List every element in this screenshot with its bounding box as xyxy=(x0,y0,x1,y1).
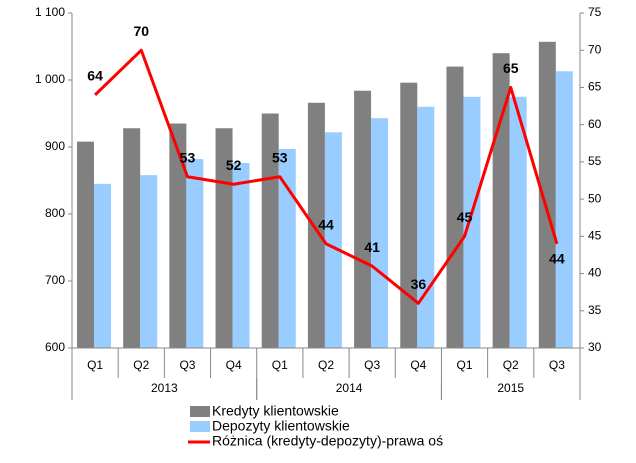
x-tick-label: Q4 xyxy=(226,358,242,372)
y-tick-label: 800 xyxy=(45,206,65,220)
y-tick-label: 600 xyxy=(45,340,65,354)
data-label: 36 xyxy=(411,276,427,292)
line xyxy=(94,48,559,305)
y2-tick-label: 70 xyxy=(588,42,602,56)
data-label: 70 xyxy=(133,23,149,39)
data-label: 53 xyxy=(180,149,196,165)
group-label: 2013 xyxy=(151,381,178,395)
y2-tick-label: 45 xyxy=(588,229,602,243)
y2-tick-label: 75 xyxy=(588,5,602,19)
bar xyxy=(324,132,342,348)
group-label: 2014 xyxy=(336,381,363,395)
legend-label: Depozyty klientowskie xyxy=(212,418,350,434)
y2-tick-label: 60 xyxy=(588,117,602,131)
x-tick-label: Q1 xyxy=(87,358,103,372)
bar xyxy=(232,163,250,348)
bar xyxy=(492,53,510,348)
y2-tick-label: 50 xyxy=(588,191,602,205)
y-tick-label: 1 100 xyxy=(35,5,65,19)
x-tick-label: Q4 xyxy=(410,358,426,372)
x-tick-label: Q3 xyxy=(549,358,565,372)
x-tick-label: Q3 xyxy=(364,358,380,372)
bar xyxy=(123,128,141,348)
legend-swatch xyxy=(190,406,210,417)
x-tick-label: Q1 xyxy=(272,358,288,372)
bar xyxy=(186,159,204,348)
bar xyxy=(94,183,111,348)
data-label: 52 xyxy=(226,157,242,173)
x-tick-label: Q1 xyxy=(457,358,473,372)
x-tick-label: Q2 xyxy=(133,358,149,372)
bar xyxy=(371,118,389,348)
y2-tick-label: 65 xyxy=(588,80,602,94)
y2-tick-label: 55 xyxy=(588,154,602,168)
bar xyxy=(77,141,94,348)
y-tick-label: 1 000 xyxy=(35,72,65,86)
data-label: 53 xyxy=(272,149,288,165)
bar xyxy=(278,149,296,348)
legend-label: Różnica (kredyty-depozyty)-prawa oś xyxy=(212,433,443,449)
legend-label: Kredyty klientowskie xyxy=(212,403,339,419)
bar xyxy=(463,96,481,348)
bar xyxy=(446,66,464,348)
y-tick-label: 900 xyxy=(45,139,65,153)
x-tick-label: Q2 xyxy=(318,358,334,372)
bar xyxy=(307,102,325,348)
legend-swatch xyxy=(190,421,210,432)
bar xyxy=(509,96,527,348)
bar xyxy=(538,41,556,349)
y2-tick-label: 40 xyxy=(588,266,602,280)
y2-tick-label: 35 xyxy=(588,303,602,317)
data-label: 44 xyxy=(318,216,334,232)
bar xyxy=(555,71,573,348)
data-label: 44 xyxy=(549,250,565,266)
bar xyxy=(169,123,187,348)
bar xyxy=(140,175,158,348)
bar xyxy=(354,90,372,348)
data-label: 65 xyxy=(503,60,519,76)
y2-tick-label: 30 xyxy=(588,340,602,354)
data-label: 64 xyxy=(87,68,103,84)
data-label: 41 xyxy=(364,239,380,255)
y-tick-label: 700 xyxy=(45,273,65,287)
x-tick-label: Q3 xyxy=(179,358,195,372)
group-label: 2015 xyxy=(497,381,524,395)
x-tick-label: Q2 xyxy=(503,358,519,372)
bar xyxy=(261,113,279,348)
data-label: 45 xyxy=(457,209,473,225)
bar xyxy=(417,106,435,348)
bar xyxy=(400,82,418,349)
